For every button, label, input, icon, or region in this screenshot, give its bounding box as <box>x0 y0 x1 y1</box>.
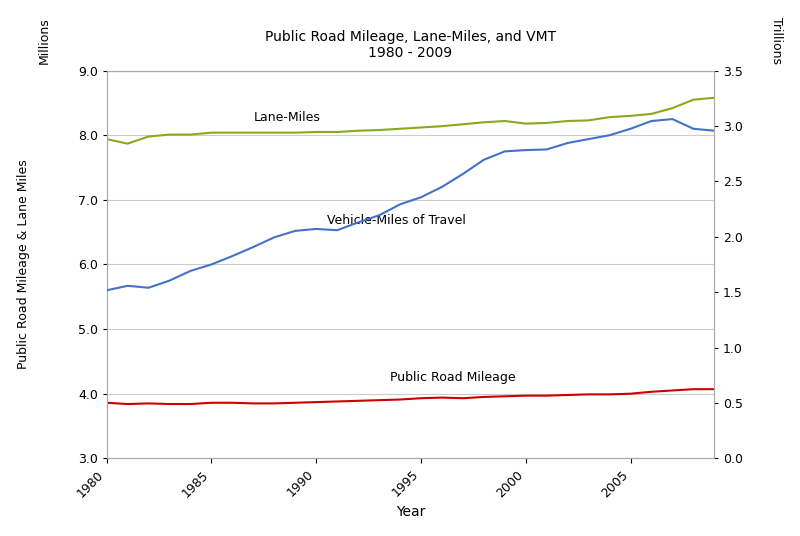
Text: Trillions: Trillions <box>770 17 783 64</box>
Text: Lane-Miles: Lane-Miles <box>254 111 320 124</box>
Text: Vehicle-Miles of Travel: Vehicle-Miles of Travel <box>326 214 466 227</box>
Title: Public Road Mileage, Lane-Miles, and VMT
1980 - 2009: Public Road Mileage, Lane-Miles, and VMT… <box>265 29 556 59</box>
Text: Millions: Millions <box>38 17 50 64</box>
Text: Public Road Mileage: Public Road Mileage <box>390 371 515 384</box>
X-axis label: Year: Year <box>396 505 425 519</box>
Y-axis label: Public Road Mileage & Lane Miles: Public Road Mileage & Lane Miles <box>17 160 30 369</box>
